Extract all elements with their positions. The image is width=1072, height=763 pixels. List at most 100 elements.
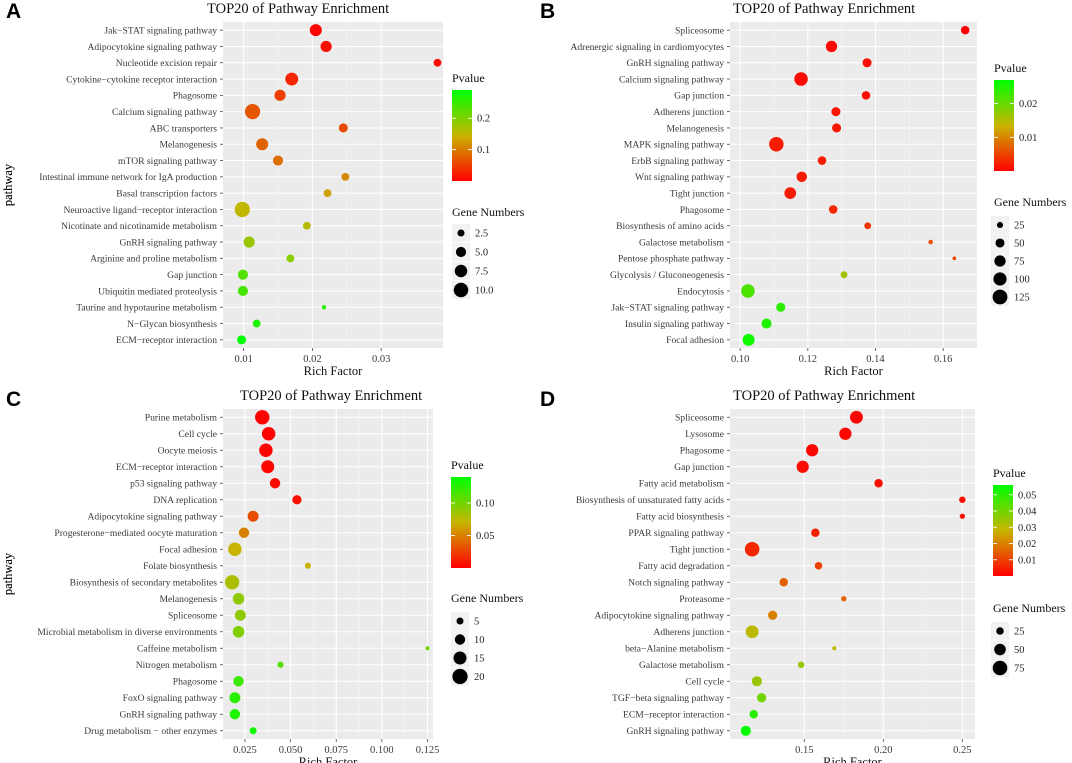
- data-point: [229, 692, 241, 704]
- data-point: [224, 575, 240, 590]
- color-legend-label: 0.05: [476, 531, 494, 542]
- pathway-label: Adherens junction: [653, 107, 724, 118]
- pathway-label: Calcium signaling pathway: [619, 74, 724, 85]
- size-legend-label: 75: [1014, 664, 1025, 675]
- size-legend-dot: [454, 264, 468, 278]
- size-legend-dot: [992, 660, 1008, 676]
- data-point: [232, 625, 245, 638]
- pathway-label: ECM−receptor interaction: [623, 710, 724, 721]
- data-point: [744, 541, 760, 557]
- data-point: [776, 302, 786, 312]
- pathway-label: Progesterone−mediated oocyte maturation: [54, 528, 217, 539]
- panel-b: B TOP20 of Pathway Enrichment Spliceosome A…: [1, 0, 1067, 378]
- pathway-label: Cell cycle: [178, 429, 217, 440]
- pathway-label: Fatty acid degradation: [638, 561, 724, 572]
- size-legend-title-d: Gene Numbers: [993, 601, 1066, 615]
- chart-title-b: TOP20 of Pathway Enrichment: [733, 1, 915, 17]
- pathway-label: Phagosome: [173, 677, 217, 688]
- size-legend-dot: [454, 634, 466, 645]
- x-tick-label: 0.20: [874, 745, 892, 756]
- size-legend-dot: [993, 272, 1007, 286]
- pathway-label: Lysosome: [685, 429, 724, 440]
- pathway-label: Adherens junction: [653, 627, 724, 638]
- color-legend-label: 0.1: [477, 145, 490, 156]
- pathway-label: Nicotinate and nicotinamide metabolism: [61, 221, 217, 232]
- x-tick-label: 0.12: [799, 354, 817, 365]
- pathway-label: Caffeine metabolism: [137, 644, 218, 655]
- pathway-label: N−Glycan biosynthesis: [127, 319, 217, 330]
- pathway-label: mTOR signaling pathway: [118, 156, 217, 167]
- pathway-label: p53 signaling pathway: [130, 479, 217, 490]
- color-legend-label: 0.02: [1018, 539, 1036, 550]
- color-legend-label: 0.01: [1018, 555, 1036, 566]
- pathway-label: Gap junction: [167, 270, 217, 281]
- chart-title-c: TOP20 of Pathway Enrichment: [240, 388, 422, 404]
- data-point: [814, 561, 823, 570]
- pathway-label: Nucleotide excision repair: [116, 58, 218, 69]
- pathway-label: Galactose metabolism: [639, 237, 725, 248]
- pathway-label: TGF−beta signaling pathway: [612, 693, 724, 704]
- data-point: [811, 528, 820, 537]
- data-point: [796, 460, 809, 473]
- data-point: [341, 172, 350, 181]
- data-point: [285, 72, 299, 86]
- data-point: [237, 269, 249, 280]
- data-point: [274, 89, 286, 101]
- color-legend-label: 0.2: [477, 114, 490, 125]
- size-legend-dot: [995, 238, 1005, 248]
- data-point: [320, 40, 332, 53]
- data-point: [237, 335, 247, 345]
- pathway-label: Neuroactive ligand−receptor interaction: [63, 205, 217, 216]
- size-legend-dot: [996, 627, 1004, 635]
- pathway-label: Cytokine−cytokine receptor interaction: [66, 74, 217, 85]
- size-legend-dot: [994, 255, 1006, 267]
- data-point: [286, 254, 295, 263]
- pathway-label: GnRH signaling pathway: [119, 237, 217, 248]
- size-legend-dot: [456, 617, 464, 625]
- data-point: [272, 155, 284, 166]
- data-point: [840, 271, 848, 279]
- x-tick-label: 0.25: [953, 745, 971, 756]
- pathway-label: Arginine and proline metabolism: [90, 254, 217, 265]
- color-bar-d: [993, 485, 1013, 576]
- pathway-label: Adipocytokine signaling pathway: [88, 42, 218, 53]
- color-legend-title-b: Pvalue: [994, 61, 1027, 75]
- pathway-label: Focal adhesion: [666, 335, 724, 346]
- data-point: [247, 510, 259, 522]
- data-point: [825, 40, 838, 53]
- pathway-label: Calcium signaling pathway: [112, 107, 217, 118]
- pathway-label: Gap junction: [674, 462, 724, 473]
- size-legend-label: 15: [474, 654, 485, 665]
- data-point: [302, 221, 311, 230]
- data-point: [756, 693, 767, 703]
- data-point: [249, 727, 257, 735]
- size-legend-title-b: Gene Numbers: [994, 195, 1067, 209]
- pathway-label: Proteasome: [679, 594, 724, 605]
- pathway-label: Drug metabolism − other enzymes: [84, 726, 217, 737]
- data-point: [259, 443, 273, 457]
- data-point: [255, 410, 270, 425]
- size-legend-label: 50: [1014, 239, 1025, 250]
- pathway-label: MAPK signaling pathway: [624, 140, 724, 151]
- data-point: [806, 444, 819, 457]
- data-point: [309, 24, 322, 37]
- panel-label-a: A: [6, 0, 21, 23]
- pathway-label: Endocytosis: [677, 286, 724, 297]
- data-point: [794, 72, 808, 86]
- color-legend-label: 0.03: [1018, 523, 1036, 534]
- size-legend-dot: [457, 229, 465, 237]
- size-legend-label: 25: [1014, 627, 1025, 638]
- pathway-label: Biosynthesis of amino acids: [616, 221, 724, 232]
- data-point: [874, 479, 883, 488]
- data-point: [839, 427, 852, 440]
- pathway-label: Phagosome: [680, 205, 724, 216]
- data-point: [338, 123, 348, 133]
- y-axis-title-a: pathway: [1, 163, 15, 206]
- pathway-label: Focal adhesion: [159, 545, 217, 556]
- pathway-label: Tight junction: [670, 545, 724, 556]
- data-point: [243, 236, 255, 248]
- data-point: [292, 495, 302, 505]
- pathway-label: ErbB signaling pathway: [631, 156, 724, 167]
- pathway-label: ECM−receptor interaction: [116, 462, 217, 473]
- data-point: [321, 305, 327, 310]
